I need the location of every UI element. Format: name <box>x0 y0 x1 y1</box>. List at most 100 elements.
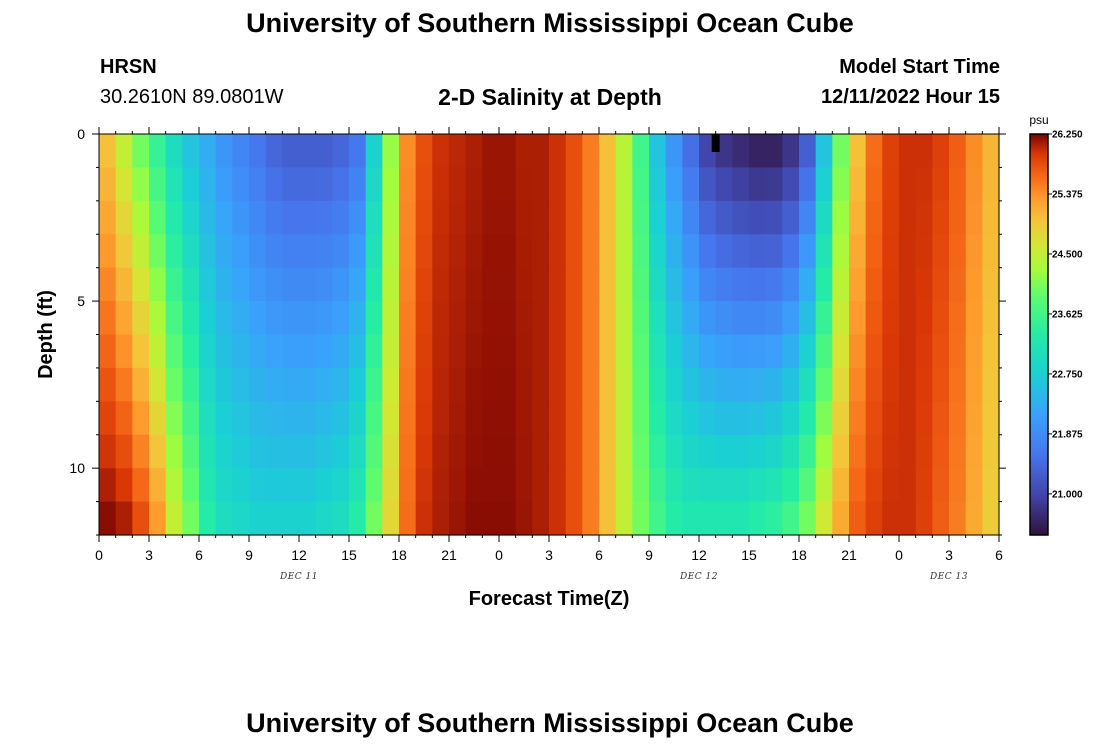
heatmap-cell <box>565 234 583 269</box>
heatmap-cell <box>849 501 867 536</box>
heatmap-cell <box>132 434 150 469</box>
heatmap-cell <box>599 234 617 269</box>
heatmap-cell <box>849 134 867 169</box>
heatmap-cell <box>915 200 933 235</box>
heatmap-cell <box>332 468 350 503</box>
heatmap-cell <box>149 434 167 469</box>
heatmap-cell <box>949 401 967 436</box>
heatmap-cell <box>232 200 250 235</box>
heatmap-cell <box>215 434 233 469</box>
heatmap-cell <box>432 468 450 503</box>
heatmap-cell <box>315 234 333 269</box>
heatmap-cell <box>665 200 683 235</box>
heatmap-cell <box>332 334 350 369</box>
heatmap-cell <box>265 167 283 202</box>
heatmap-cell <box>899 301 917 336</box>
heatmap-cell <box>99 200 117 235</box>
heatmap-cell <box>499 234 517 269</box>
heatmap-cell <box>899 501 917 536</box>
heatmap-cell <box>499 468 517 503</box>
heatmap-cell <box>232 367 250 402</box>
heatmap-cell <box>149 234 167 269</box>
heatmap-cell <box>465 167 483 202</box>
heatmap-cell <box>349 134 367 169</box>
heatmap-cell <box>399 468 417 503</box>
heatmap-cell <box>965 301 983 336</box>
heatmap-cell <box>282 501 300 536</box>
heatmap-cell <box>165 301 183 336</box>
heatmap-cell <box>549 401 567 436</box>
heatmap-cell <box>965 434 983 469</box>
heatmap-cell <box>932 367 950 402</box>
heatmap-cell <box>532 200 550 235</box>
heatmap-cell <box>332 134 350 169</box>
heatmap-cell <box>815 134 833 169</box>
heatmap-cell <box>115 301 133 336</box>
heatmap-cell <box>849 401 867 436</box>
heatmap-cell <box>199 401 217 436</box>
heatmap-cell <box>299 334 317 369</box>
heatmap-cell <box>599 301 617 336</box>
heatmap-cell <box>465 301 483 336</box>
heatmap-cell <box>732 301 750 336</box>
heatmap-cell <box>99 234 117 269</box>
heatmap-cell <box>315 501 333 536</box>
heatmap-cell <box>382 234 400 269</box>
heatmap-cell <box>649 267 667 302</box>
heatmap-cell <box>949 501 967 536</box>
heatmap-cell <box>265 434 283 469</box>
heatmap-cell <box>782 367 800 402</box>
heatmap-cell <box>249 501 267 536</box>
heatmap-cell <box>199 334 217 369</box>
heatmap-cell <box>282 367 300 402</box>
heatmap-cell <box>915 401 933 436</box>
heatmap-cell <box>415 234 433 269</box>
heatmap-cell <box>815 501 833 536</box>
heatmap-cell <box>932 501 950 536</box>
heatmap-cell <box>365 468 383 503</box>
heatmap-cell <box>732 468 750 503</box>
heatmap-cell <box>349 434 367 469</box>
heatmap-cell <box>149 301 167 336</box>
heatmap-cell <box>765 434 783 469</box>
heatmap-cell <box>449 401 467 436</box>
x-tick-label: 0 <box>895 547 903 563</box>
heatmap-cell <box>182 301 200 336</box>
date-label: DEC 12 <box>679 572 718 582</box>
heatmap-cell <box>682 401 700 436</box>
heatmap-cell <box>249 334 267 369</box>
heatmap-cell <box>299 501 317 536</box>
heatmap-cell <box>165 234 183 269</box>
heatmap-cell <box>182 200 200 235</box>
heatmap-cell <box>982 334 1000 369</box>
heatmap-cell <box>782 434 800 469</box>
heatmap-cell <box>99 468 117 503</box>
heatmap-cell <box>115 434 133 469</box>
heatmap-cell <box>115 234 133 269</box>
heatmap-cell <box>482 468 500 503</box>
heatmap-cell <box>282 134 300 169</box>
heatmap-cell <box>749 134 767 169</box>
heatmap-cell <box>582 167 600 202</box>
surface-marker-layer <box>711 134 720 152</box>
heatmap-cell <box>432 301 450 336</box>
heatmap-cell <box>982 468 1000 503</box>
heatmap-cell <box>115 367 133 402</box>
heatmap-cell <box>665 434 683 469</box>
heatmap-cell <box>499 334 517 369</box>
heatmap-cell <box>899 434 917 469</box>
heatmap-cell <box>982 267 1000 302</box>
heatmap-cell <box>782 501 800 536</box>
heatmap-cell <box>632 434 650 469</box>
heatmap-cell <box>215 367 233 402</box>
heatmap-cell <box>715 434 733 469</box>
heatmap-cell <box>832 434 850 469</box>
heatmap-cell <box>149 200 167 235</box>
heatmap-cell <box>99 334 117 369</box>
heatmap-cell <box>115 401 133 436</box>
heatmap-cell <box>165 501 183 536</box>
heatmap-cell <box>115 167 133 202</box>
heatmap-cell <box>715 167 733 202</box>
heatmap-cell <box>749 200 767 235</box>
heatmap-cell <box>165 367 183 402</box>
